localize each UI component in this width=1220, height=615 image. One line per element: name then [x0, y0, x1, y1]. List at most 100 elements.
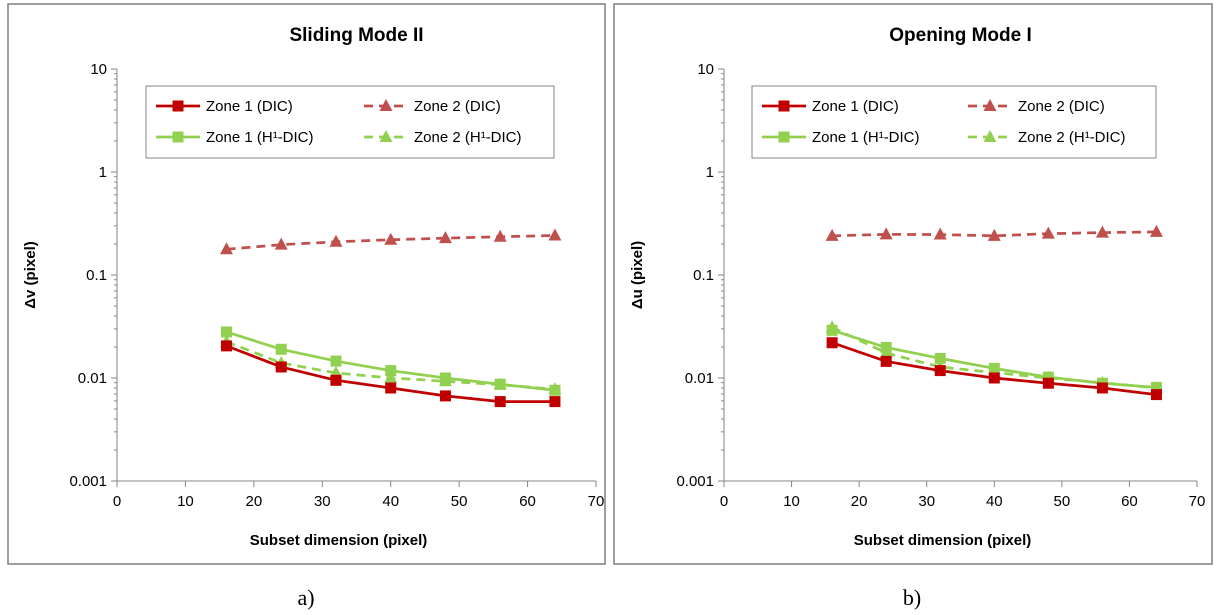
legend: Zone 1 (DIC) Zone 2 (DIC) Zone 1 (H¹-DIC) Z… [751, 85, 1157, 159]
data-point-square [826, 337, 838, 349]
data-point-square [494, 378, 506, 390]
x-tick-label: 50 [451, 493, 468, 510]
data-point-triangle [983, 99, 997, 111]
legend-box [751, 85, 1157, 159]
series-1 [219, 228, 562, 255]
data-point-triangle [274, 237, 288, 250]
data-point-square [172, 131, 184, 143]
x-tick-label: 30 [918, 493, 935, 510]
x-tick-label: 60 [519, 493, 536, 510]
data-point-triangle [329, 234, 343, 247]
data-point-square [1150, 389, 1162, 401]
data-point-square [1042, 371, 1054, 383]
data-point-square [385, 365, 397, 377]
legend-label: Zone 2 (DIC) [414, 98, 501, 115]
data-point-square [880, 341, 892, 353]
data-point-square [330, 355, 342, 367]
data-point-triangle [493, 229, 507, 242]
y-tick-label: 10 [90, 61, 107, 78]
y-tick-label: 0.01 [78, 370, 107, 387]
legend-label: Zone 1 (DIC) [206, 98, 293, 115]
y-tick-label: 1 [99, 164, 107, 181]
data-point-square [826, 324, 838, 336]
y-tick-label: 0.01 [685, 370, 714, 387]
x-tick-label: 20 [246, 493, 263, 510]
data-point-triangle [825, 228, 839, 241]
data-point-triangle [384, 371, 398, 383]
data-point-triangle [987, 228, 1001, 241]
data-point-square [988, 362, 1000, 374]
data-point-square [172, 100, 184, 112]
data-point-triangle [1149, 224, 1163, 237]
x-tick-label: 10 [177, 493, 194, 510]
legend-label: Zone 1 (H¹-DIC) [206, 129, 314, 146]
data-point-square [1042, 377, 1054, 389]
x-tick-label: 50 [1054, 493, 1071, 510]
y-axis-label: Δu (pixel) [629, 241, 646, 309]
chart-panel-0: Sliding Mode II 0.001 0.01 0.1 1 10 0 10 20 30 40 5… [7, 3, 606, 610]
data-point-triangle [879, 227, 893, 240]
data-point-square [880, 355, 892, 367]
legend-label: Zone 1 (H¹-DIC) [812, 129, 920, 146]
data-point-square [494, 396, 506, 408]
data-point-square [330, 374, 342, 386]
panel-caption: a) [297, 585, 314, 610]
data-point-triangle [438, 231, 452, 244]
panel-caption: b) [903, 585, 921, 610]
x-tick-label: 70 [1189, 493, 1206, 510]
data-point-square [439, 372, 451, 384]
y-tick-label: 1 [706, 164, 714, 181]
x-axis-label: Subset dimension (pixel) [250, 532, 428, 549]
series-2 [220, 326, 561, 396]
data-point-triangle [933, 227, 947, 240]
data-point-triangle [1041, 226, 1055, 239]
data-point-triangle [548, 228, 562, 241]
data-point-triangle [1095, 225, 1109, 238]
chart-title: Opening Mode I [889, 25, 1032, 46]
data-point-square [1150, 381, 1162, 393]
data-point-square [988, 372, 1000, 384]
legend-label: Zone 2 (H¹-DIC) [414, 129, 522, 146]
data-point-square [275, 361, 287, 373]
y-tick-label: 0.1 [693, 267, 714, 284]
x-axis-label: Subset dimension (pixel) [854, 532, 1032, 549]
legend: Zone 1 (DIC) Zone 2 (DIC) Zone 1 (H¹-DIC) Z… [145, 85, 555, 159]
legend-label: Zone 2 (DIC) [1018, 98, 1105, 115]
legend-label: Zone 2 (H¹-DIC) [1018, 129, 1126, 146]
data-point-square [439, 390, 451, 402]
data-point-triangle [379, 99, 393, 111]
x-tick-label: 40 [382, 493, 399, 510]
data-point-triangle [379, 130, 393, 142]
y-tick-label: 0.1 [86, 267, 107, 284]
y-tick-label: 0.001 [69, 473, 107, 490]
data-point-square [934, 352, 946, 364]
x-tick-label: 0 [720, 493, 728, 510]
series-1 [825, 224, 1163, 241]
x-tick-label: 20 [851, 493, 868, 510]
y-tick-label: 10 [697, 61, 714, 78]
data-point-square [220, 340, 232, 352]
data-point-square [1096, 382, 1108, 394]
x-tick-label: 30 [314, 493, 331, 510]
x-tick-label: 0 [113, 493, 121, 510]
data-point-triangle [219, 242, 233, 255]
y-tick-label: 0.001 [676, 473, 714, 490]
legend-box [145, 85, 555, 159]
data-point-square [220, 326, 232, 338]
data-point-square [778, 100, 790, 112]
x-tick-label: 70 [588, 493, 605, 510]
chart-title: Sliding Mode II [289, 25, 423, 46]
data-point-square [934, 365, 946, 377]
data-point-square [549, 384, 561, 396]
data-point-triangle [384, 232, 398, 245]
series-0 [826, 337, 1162, 401]
data-point-triangle [983, 130, 997, 142]
chart-panel-1: Opening Mode I 0.001 0.01 0.1 1 10 0 10 20 30 40 50… [613, 3, 1213, 610]
data-point-square [385, 382, 397, 394]
x-tick-label: 10 [783, 493, 800, 510]
x-tick-label: 60 [1121, 493, 1138, 510]
data-point-square [275, 343, 287, 355]
data-point-square [778, 131, 790, 143]
y-axis-label: Δv (pixel) [22, 241, 39, 308]
